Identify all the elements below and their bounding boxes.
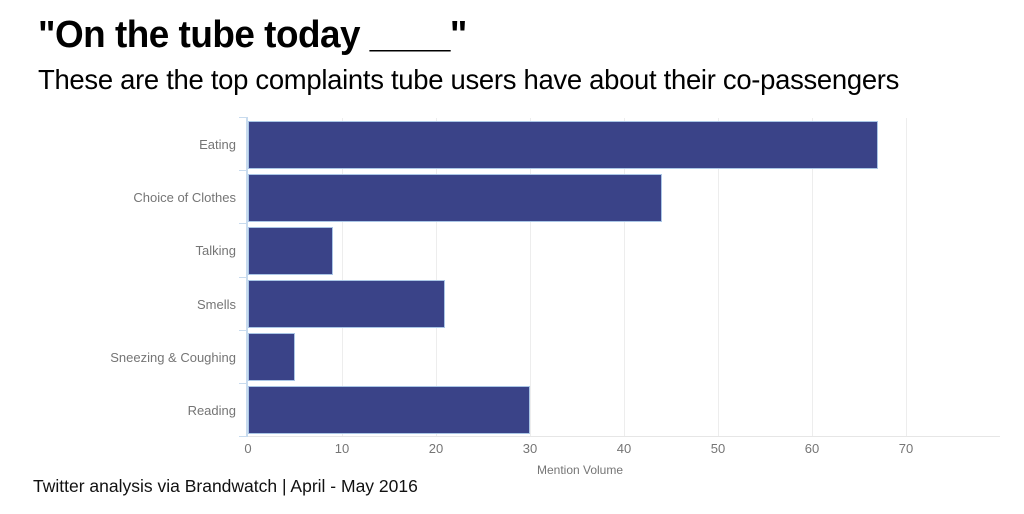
- category-label: Choice of Clothes: [133, 190, 236, 206]
- x-tick-label: 70: [898, 441, 914, 456]
- x-tick-label: 10: [334, 441, 350, 456]
- gridline: [530, 118, 531, 437]
- axis-band-tick: [239, 436, 247, 437]
- axis-band-tick: [239, 117, 247, 118]
- bar: [248, 226, 333, 275]
- gridline: [624, 118, 625, 437]
- category-label: Reading: [187, 402, 236, 418]
- bar: [248, 280, 446, 329]
- source-note: Twitter analysis via Brandwatch | April …: [33, 476, 418, 496]
- chart-title: "On the tube today ____": [38, 14, 467, 56]
- axis-band-tick: [239, 170, 247, 171]
- category-label: Talking: [195, 243, 236, 259]
- axis-band-tick: [239, 383, 247, 384]
- category-label: Sneezing & Coughing: [110, 349, 236, 365]
- x-tick-label: 30: [522, 441, 538, 456]
- gridline: [436, 118, 437, 437]
- gridline: [906, 118, 907, 437]
- axis-band-tick: [239, 330, 247, 331]
- x-tick-label: 20: [428, 441, 444, 456]
- bar: [248, 120, 878, 169]
- gridline: [342, 118, 343, 437]
- category-label: Eating: [199, 137, 236, 152]
- y-axis-line: [246, 117, 248, 437]
- axis-band-tick: [239, 277, 247, 278]
- x-tick-label: 40: [616, 441, 632, 456]
- bar: [248, 173, 662, 222]
- x-tick-label: 0: [244, 441, 252, 456]
- gridline: [718, 118, 719, 437]
- x-axis-baseline: [248, 436, 1000, 437]
- gridline: [812, 118, 813, 437]
- plot-area: [248, 118, 1000, 437]
- bar: [248, 333, 295, 382]
- bar: [248, 386, 530, 435]
- axis-band-tick: [239, 223, 247, 224]
- category-label: Smells: [196, 296, 236, 312]
- x-axis-title: Mention Volume: [536, 463, 624, 477]
- chart-subtitle: These are the top complaints tube users …: [38, 64, 900, 95]
- x-tick-label: 50: [710, 441, 726, 456]
- x-tick-label: 60: [804, 441, 820, 456]
